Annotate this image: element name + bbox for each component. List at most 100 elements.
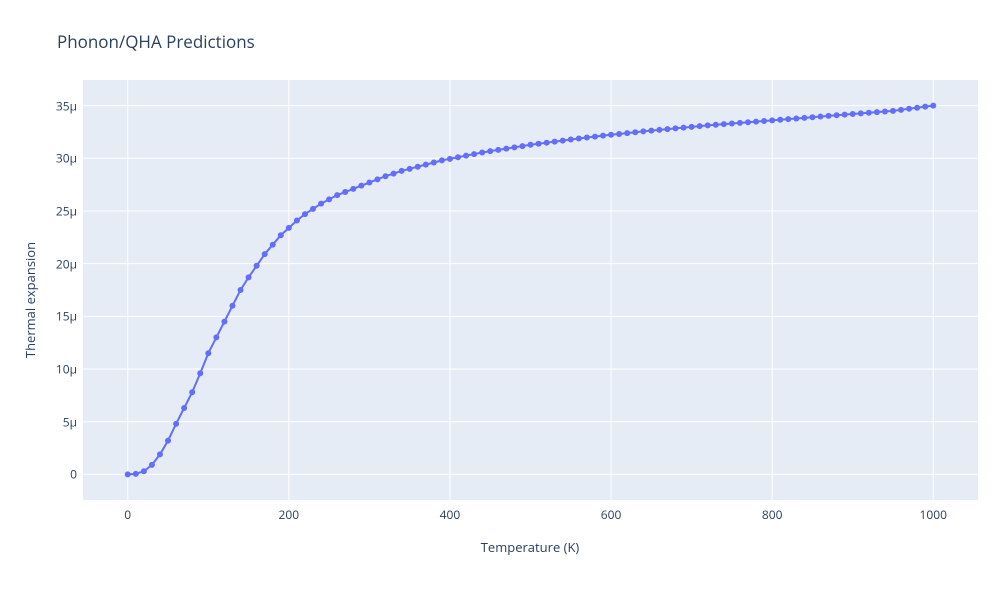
series-marker[interactable] <box>850 111 856 117</box>
series-marker[interactable] <box>632 129 638 135</box>
series-marker[interactable] <box>246 274 252 280</box>
series-marker[interactable] <box>785 116 791 122</box>
series-marker[interactable] <box>737 120 743 126</box>
series-marker[interactable] <box>197 370 203 376</box>
series-line[interactable] <box>128 106 934 475</box>
series-marker[interactable] <box>656 127 662 133</box>
series-marker[interactable] <box>866 110 872 116</box>
series-marker[interactable] <box>479 149 485 155</box>
series-marker[interactable] <box>358 183 364 189</box>
series-marker[interactable] <box>560 138 566 144</box>
series-marker[interactable] <box>882 109 888 115</box>
series-marker[interactable] <box>189 389 195 395</box>
series-marker[interactable] <box>326 196 332 202</box>
series-marker[interactable] <box>181 405 187 411</box>
series-marker[interactable] <box>721 121 727 127</box>
series-marker[interactable] <box>262 251 268 257</box>
series-marker[interactable] <box>455 154 461 160</box>
series-marker[interactable] <box>809 114 815 120</box>
series-marker[interactable] <box>568 137 574 143</box>
series-marker[interactable] <box>858 110 864 116</box>
series-marker[interactable] <box>753 119 759 125</box>
series-marker[interactable] <box>826 113 832 119</box>
series-marker[interactable] <box>221 319 227 325</box>
series-marker[interactable] <box>342 189 348 195</box>
series-marker[interactable] <box>930 103 936 109</box>
series-marker[interactable] <box>165 438 171 444</box>
series-marker[interactable] <box>447 156 453 162</box>
series-marker[interactable] <box>922 104 928 110</box>
series-marker[interactable] <box>133 471 139 477</box>
series-marker[interactable] <box>213 334 219 340</box>
series-marker[interactable] <box>399 168 405 174</box>
series-marker[interactable] <box>366 180 372 186</box>
series-marker[interactable] <box>383 173 389 179</box>
series-marker[interactable] <box>270 242 276 248</box>
series-marker[interactable] <box>672 125 678 131</box>
series-marker[interactable] <box>664 126 670 132</box>
series-marker[interactable] <box>519 143 525 149</box>
series-marker[interactable] <box>238 287 244 293</box>
series-marker[interactable] <box>439 157 445 163</box>
series-marker[interactable] <box>689 124 695 130</box>
series-marker[interactable] <box>681 125 687 131</box>
series-marker[interactable] <box>705 122 711 128</box>
series-marker[interactable] <box>431 160 437 166</box>
series-marker[interactable] <box>374 176 380 182</box>
series-marker[interactable] <box>229 303 235 309</box>
series-marker[interactable] <box>254 263 260 269</box>
series-marker[interactable] <box>415 164 421 170</box>
series-marker[interactable] <box>890 108 896 114</box>
series-marker[interactable] <box>697 123 703 129</box>
series-marker[interactable] <box>729 121 735 127</box>
series-marker[interactable] <box>616 131 622 137</box>
series-marker[interactable] <box>898 107 904 113</box>
series-marker[interactable] <box>407 166 413 172</box>
series-marker[interactable] <box>713 122 719 128</box>
series-marker[interactable] <box>463 153 469 159</box>
series-marker[interactable] <box>906 106 912 112</box>
series-marker[interactable] <box>141 468 147 474</box>
series-marker[interactable] <box>528 142 534 148</box>
series-marker[interactable] <box>278 232 284 238</box>
series-marker[interactable] <box>842 112 848 118</box>
series-marker[interactable] <box>487 148 493 154</box>
series-marker[interactable] <box>769 117 775 123</box>
series-marker[interactable] <box>793 115 799 121</box>
series-marker[interactable] <box>544 140 550 146</box>
series-marker[interactable] <box>914 105 920 111</box>
series-marker[interactable] <box>801 115 807 121</box>
series-marker[interactable] <box>503 146 509 152</box>
series-marker[interactable] <box>552 139 558 145</box>
series-marker[interactable] <box>624 130 630 136</box>
series-marker[interactable] <box>157 451 163 457</box>
series-marker[interactable] <box>294 217 300 223</box>
series-marker[interactable] <box>536 141 542 147</box>
series-marker[interactable] <box>334 192 340 198</box>
series-marker[interactable] <box>584 135 590 141</box>
series-marker[interactable] <box>310 206 316 212</box>
series-marker[interactable] <box>350 186 356 192</box>
series-marker[interactable] <box>817 114 823 120</box>
series-marker[interactable] <box>576 135 582 141</box>
series-marker[interactable] <box>874 109 880 115</box>
series-marker[interactable] <box>149 462 155 468</box>
series-marker[interactable] <box>495 147 501 153</box>
series-marker[interactable] <box>592 134 598 140</box>
series-marker[interactable] <box>125 471 131 477</box>
plot-area[interactable] <box>83 80 978 500</box>
series-marker[interactable] <box>745 119 751 125</box>
series-marker[interactable] <box>761 118 767 124</box>
series-marker[interactable] <box>777 117 783 123</box>
series-marker[interactable] <box>205 350 211 356</box>
series-marker[interactable] <box>318 201 324 207</box>
series-marker[interactable] <box>423 162 429 168</box>
series-marker[interactable] <box>391 171 397 177</box>
series-marker[interactable] <box>834 112 840 118</box>
series-marker[interactable] <box>471 151 477 157</box>
series-marker[interactable] <box>640 128 646 134</box>
series-marker[interactable] <box>608 132 614 138</box>
series-marker[interactable] <box>302 211 308 217</box>
series-marker[interactable] <box>286 225 292 231</box>
series-marker[interactable] <box>648 128 654 134</box>
